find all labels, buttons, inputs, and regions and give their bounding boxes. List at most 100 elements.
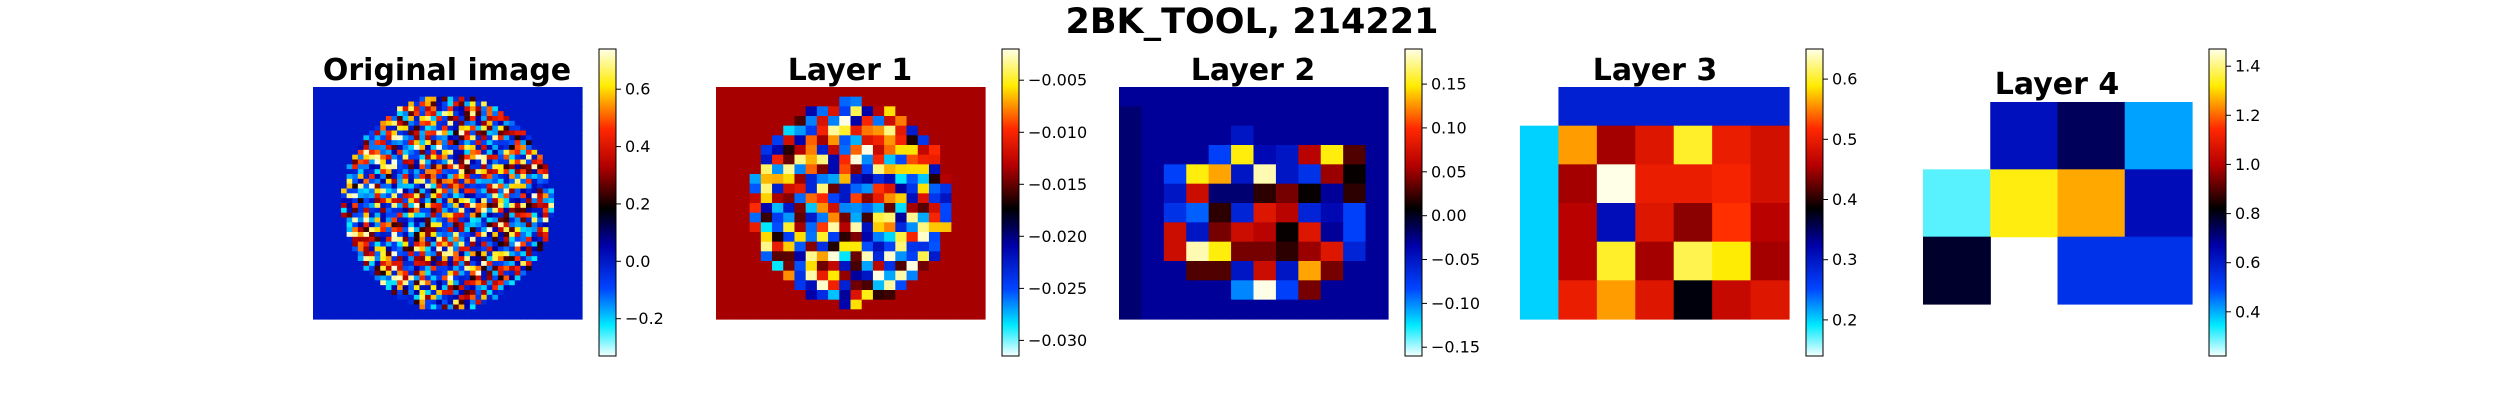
heatmap-cell	[357, 294, 365, 301]
heatmap-cell	[408, 169, 415, 175]
heatmap-cell	[458, 294, 465, 301]
heatmap-cell	[1298, 280, 1322, 301]
colorbar-tick-label: 0.8	[2235, 204, 2260, 223]
heatmap-cell	[850, 87, 863, 98]
heatmap-cell	[413, 280, 421, 286]
heatmap-cell	[408, 299, 415, 306]
heatmap-cell	[391, 135, 398, 141]
heatmap-cell	[895, 241, 908, 252]
heatmap-cell	[951, 212, 964, 223]
heatmap-cell	[497, 222, 505, 228]
heatmap-cell	[363, 299, 370, 306]
heatmap-cell	[453, 130, 460, 136]
heatmap-cell	[464, 140, 471, 146]
heatmap-cell	[447, 106, 454, 112]
heatmap-cell	[464, 251, 471, 257]
heatmap-cell	[531, 256, 538, 262]
heatmap-cell	[357, 106, 365, 112]
heatmap-cell	[576, 299, 583, 306]
heatmap-cell	[805, 299, 818, 310]
heatmap-cell	[559, 159, 566, 165]
heatmap-cell	[458, 217, 465, 223]
heatmap-cell	[570, 314, 577, 320]
heatmap-cell	[928, 164, 941, 175]
heatmap-cell	[313, 101, 320, 107]
heatmap-cell	[794, 290, 807, 301]
heatmap-cell	[884, 106, 896, 117]
heatmap-cell	[738, 309, 751, 320]
heatmap-cell	[1275, 125, 1299, 146]
heatmap-cell	[346, 159, 353, 165]
heatmap-layer-4	[1923, 102, 2193, 305]
colorbar-tick-label: −0.015	[1028, 175, 1087, 194]
heatmap-cell	[475, 91, 482, 98]
heatmap-cell	[531, 246, 538, 252]
heatmap-cell	[548, 149, 555, 156]
heatmap-cell	[425, 232, 432, 238]
heatmap-cell	[436, 314, 443, 320]
heatmap-cell	[464, 304, 471, 310]
heatmap-cell	[727, 212, 740, 223]
heatmap-cell	[324, 154, 331, 161]
heatmap-cell	[973, 290, 986, 301]
heatmap-cell	[419, 87, 426, 93]
heatmap-cell	[872, 87, 885, 98]
heatmap-cell	[884, 309, 896, 320]
heatmap-cell	[413, 145, 421, 151]
heatmap-cell	[369, 101, 376, 107]
colorbar-tick-label: 0.4	[1832, 190, 1857, 209]
heatmap-cell	[1520, 164, 1560, 204]
heatmap-cell	[318, 101, 325, 107]
heatmap-cell	[441, 149, 449, 156]
heatmap-cell	[486, 251, 493, 257]
heatmap-cell	[520, 265, 527, 272]
heatmap-cell	[486, 178, 493, 185]
heatmap-cell	[341, 120, 348, 127]
heatmap-cell	[346, 294, 353, 301]
heatmap-cell	[548, 236, 555, 243]
heatmap-cell	[1163, 261, 1187, 281]
heatmap-cell	[1253, 125, 1277, 146]
heatmap-cell	[385, 91, 393, 98]
heatmap-cell	[324, 130, 331, 136]
heatmap-cell	[1750, 125, 1790, 165]
heatmap-cell	[469, 183, 477, 190]
heatmap-cell	[794, 145, 807, 156]
heatmap-cell	[469, 241, 477, 248]
heatmap-cell	[469, 309, 477, 315]
heatmap-cell	[346, 261, 353, 267]
heatmap-cell	[872, 241, 885, 252]
heatmap-cell	[576, 87, 583, 93]
heatmap-cell	[492, 294, 499, 301]
heatmap-cell	[469, 174, 477, 180]
heatmap-cell	[419, 256, 426, 262]
heatmap-cell	[475, 120, 482, 127]
heatmap-cell	[413, 154, 421, 161]
heatmap-cell	[895, 183, 908, 194]
heatmap-cell	[906, 87, 919, 98]
heatmap-cell	[492, 111, 499, 117]
heatmap-cell	[447, 217, 454, 223]
heatmap-cell	[352, 261, 359, 267]
heatmap-cell	[559, 111, 566, 117]
heatmap-cell	[369, 96, 376, 103]
heatmap-cell	[928, 116, 941, 127]
heatmap-cell	[341, 261, 348, 267]
heatmap-cell	[464, 130, 471, 136]
heatmap-cell	[1365, 203, 1389, 223]
heatmap-cell	[425, 309, 432, 315]
heatmap-cell	[486, 198, 493, 204]
heatmap-cell	[576, 116, 583, 122]
heatmap-cell	[380, 290, 387, 296]
heatmap-cell	[369, 87, 376, 93]
heatmap-cell	[369, 120, 376, 127]
heatmap-cell	[542, 174, 549, 180]
heatmap-cell	[413, 87, 421, 93]
heatmap-cell	[537, 145, 544, 151]
heatmap-cell	[861, 290, 874, 301]
heatmap-cell	[453, 91, 460, 98]
heatmap-cell	[951, 125, 964, 136]
heatmap-cell	[559, 280, 566, 286]
heatmap-cell	[1141, 299, 1165, 320]
heatmap-cell	[475, 207, 482, 214]
